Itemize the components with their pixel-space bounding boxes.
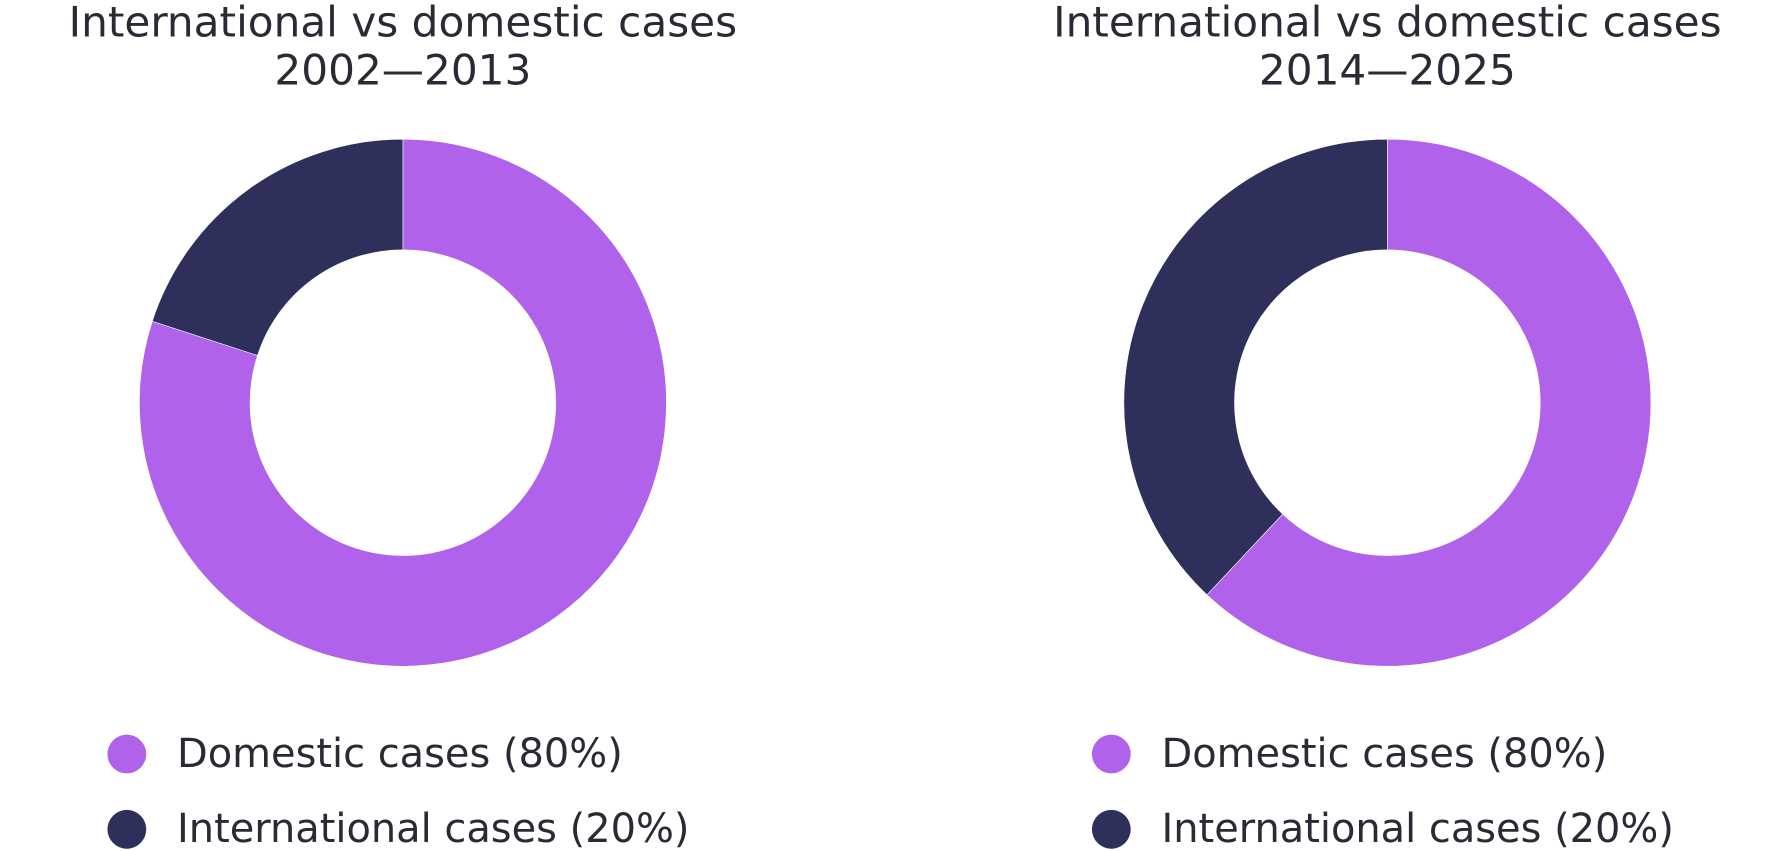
donut-slice (1206, 138, 1652, 667)
chart-title: International vs domestic cases (1053, 0, 1721, 47)
legend-marker (107, 809, 147, 849)
donut-slice (1123, 138, 1388, 596)
legend-marker (1091, 809, 1131, 849)
chart-subtitle: 2014—2025 (1259, 46, 1516, 95)
legend-label: Domestic cases (80%) (1161, 731, 1607, 777)
legend-marker (107, 734, 147, 774)
chart-subtitle: 2002—2013 (274, 46, 531, 95)
donut-slice (139, 138, 667, 667)
legend-marker (1091, 734, 1131, 774)
legend-label: International cases (20%) (177, 806, 689, 851)
chart-title: International vs domestic cases (69, 0, 737, 47)
legend-label: Domestic cases (80%) (177, 731, 623, 777)
donut-slice (151, 138, 404, 356)
legend-label: International cases (20%) (1161, 806, 1673, 851)
